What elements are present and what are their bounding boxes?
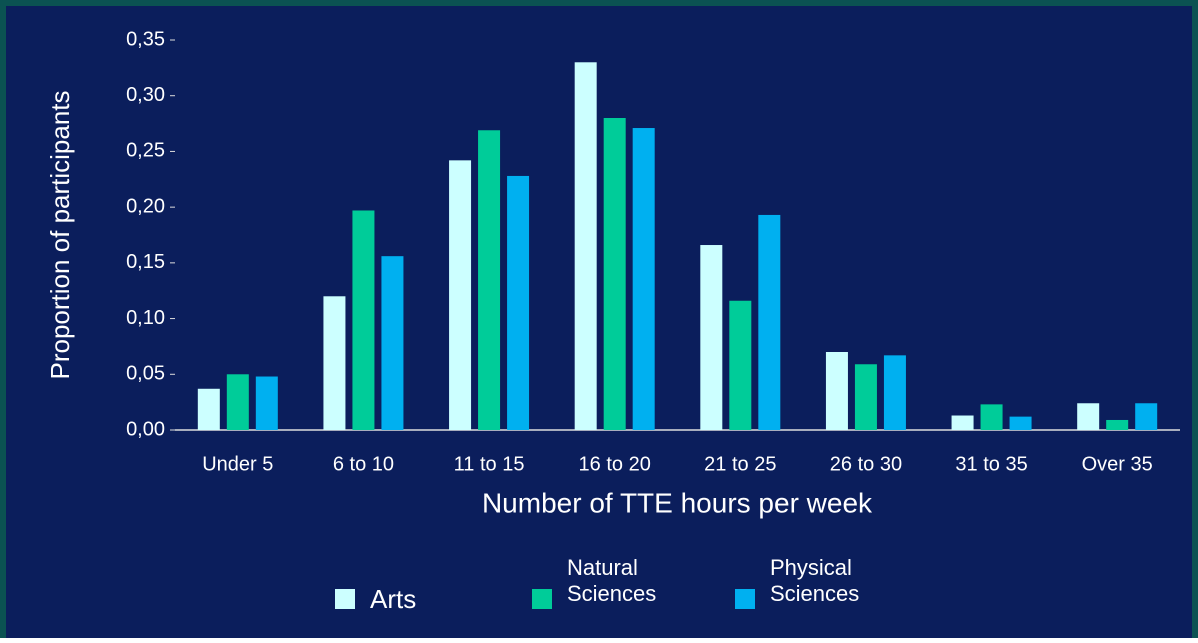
bar xyxy=(883,355,906,430)
x-tick-label: Under 5 xyxy=(202,453,273,475)
bar xyxy=(758,214,781,430)
bar xyxy=(507,175,530,430)
bar xyxy=(352,210,375,430)
x-tick-label: 16 to 20 xyxy=(579,453,651,475)
bar xyxy=(449,160,472,431)
bar xyxy=(1135,403,1158,430)
legend-swatch xyxy=(532,589,552,609)
bar xyxy=(951,415,974,430)
x-tick-label: 6 to 10 xyxy=(333,453,394,475)
bar xyxy=(632,128,655,430)
background xyxy=(6,6,1192,638)
y-tick-label: 0,20 xyxy=(126,195,165,217)
y-tick-label: 0,15 xyxy=(126,251,165,273)
y-tick-label: 0,10 xyxy=(126,307,165,329)
y-tick-label: 0,35 xyxy=(126,28,165,50)
bar xyxy=(980,404,1003,430)
bar xyxy=(255,376,278,430)
bar xyxy=(1106,419,1129,430)
x-tick-label: Over 35 xyxy=(1082,453,1153,475)
legend-label: Natural Sciences xyxy=(567,555,657,606)
x-axis-label: Number of TTE hours per week xyxy=(482,487,873,518)
y-axis-label: Proportion of participants xyxy=(45,90,75,379)
y-tick-label: 0,00 xyxy=(126,418,165,440)
x-tick-label: 21 to 25 xyxy=(704,453,776,475)
legend-label: Physical Sciences xyxy=(770,555,860,606)
y-tick-label: 0,05 xyxy=(126,363,165,385)
legend-label: Arts xyxy=(370,584,417,614)
x-tick-label: 11 to 15 xyxy=(454,453,525,475)
bar xyxy=(226,374,249,430)
bar xyxy=(700,245,723,430)
bar xyxy=(574,62,597,431)
y-tick-label: 0,25 xyxy=(126,140,165,162)
bar xyxy=(1077,403,1100,430)
bar xyxy=(323,296,346,430)
legend-swatch xyxy=(735,589,755,609)
bar xyxy=(729,300,752,430)
bar xyxy=(381,256,404,430)
bar xyxy=(478,130,501,430)
x-tick-label: 26 to 30 xyxy=(830,453,902,475)
x-tick-label: 31 to 35 xyxy=(955,453,1027,475)
bar xyxy=(825,352,848,430)
y-tick-label: 0,30 xyxy=(126,84,165,106)
bar xyxy=(603,118,626,430)
bar xyxy=(1009,416,1032,430)
bar xyxy=(854,364,877,430)
bar xyxy=(197,388,220,430)
legend-swatch xyxy=(335,589,355,609)
